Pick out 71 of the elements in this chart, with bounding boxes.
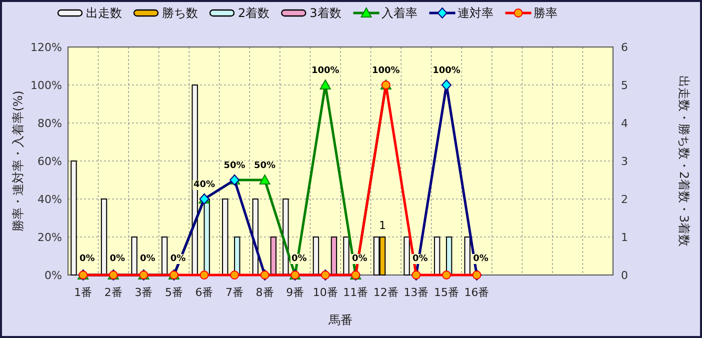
y2-tick-label: 5 [621,79,628,92]
bar [330,236,338,276]
point [442,270,451,280]
x-tick-label: 7番 [226,286,244,299]
bar [404,236,410,276]
data-label: 0% [473,254,488,264]
data-label: 100% [311,66,340,76]
y2-tick-label: 1 [621,231,628,244]
x-tick-label: 3番 [134,286,153,299]
bar [70,160,77,276]
data-label: 0% [352,254,368,264]
data-label: 100% [372,66,400,76]
x-tick-label: 6番 [195,286,214,299]
x-tick-label: 5番 [164,286,183,299]
y-tick-label: 120% [30,41,62,54]
bar [464,236,470,276]
legend-label: 入着率 [381,6,418,20]
legend-label: 3着数 [310,6,342,20]
x-tick-label: 10番 [312,286,338,299]
legend-label: 出走数 [86,6,122,20]
point [200,270,209,280]
data-label: 40% [193,180,216,190]
bar [434,236,440,276]
y2-tick-label: 4 [621,117,628,130]
y-axis-title: 勝率・連対率・入着率(%) [11,90,25,232]
y-tick-label: 60% [38,155,62,168]
data-label: 0% [291,254,307,264]
x-tick-label: 12番 [373,286,398,299]
y-tick-label: 0% [44,269,62,282]
bar [100,198,108,276]
bar [222,198,228,276]
legend-label: 勝率 [533,6,558,20]
point [230,270,240,280]
x-axis-title: 馬番 [328,313,352,327]
x-tick-label: 2番 [104,286,122,299]
legend-label: 勝ち数 [162,6,198,20]
legend-label: 連対率 [457,6,494,20]
data-label: 50% [254,161,276,171]
data-label: 0% [170,254,186,264]
y2-tick-label: 0 [621,269,628,282]
x-tick-label: 13番 [404,286,429,299]
data-label: 0% [80,254,95,264]
data-label: 1 [379,219,386,232]
point [320,80,331,90]
y-tick-label: 20% [38,231,62,244]
data-label: 0% [412,254,428,264]
bar [161,236,168,276]
bar [312,236,320,276]
point [259,174,270,184]
y2-tick-label: 2 [621,193,628,206]
bar [343,236,350,276]
data-label: 0% [140,254,156,264]
x-tick-label: 15番 [434,286,459,299]
x-tick-label: 11番 [343,286,368,299]
x-tick-label: 8番 [256,286,274,299]
x-tick-label: 9番 [286,286,304,299]
y-tick-label: 40% [38,193,62,206]
y2-tick-label: 3 [621,155,628,168]
y-tick-label: 100% [30,79,62,92]
legend-label: 2着数 [238,6,270,20]
y2-axis-title: 出走数・勝ち数・2着数・3着数 [677,75,691,247]
x-tick-label: 16番 [464,286,490,299]
bar [270,236,277,276]
data-label: 100% [432,66,460,76]
data-label: 0% [110,254,126,264]
y-tick-label: 80% [38,117,62,130]
data-label: 50% [224,161,246,171]
x-tick-label: 1番 [74,286,92,299]
bar [131,236,138,276]
point [441,80,452,90]
y2-tick-label: 6 [621,41,628,54]
